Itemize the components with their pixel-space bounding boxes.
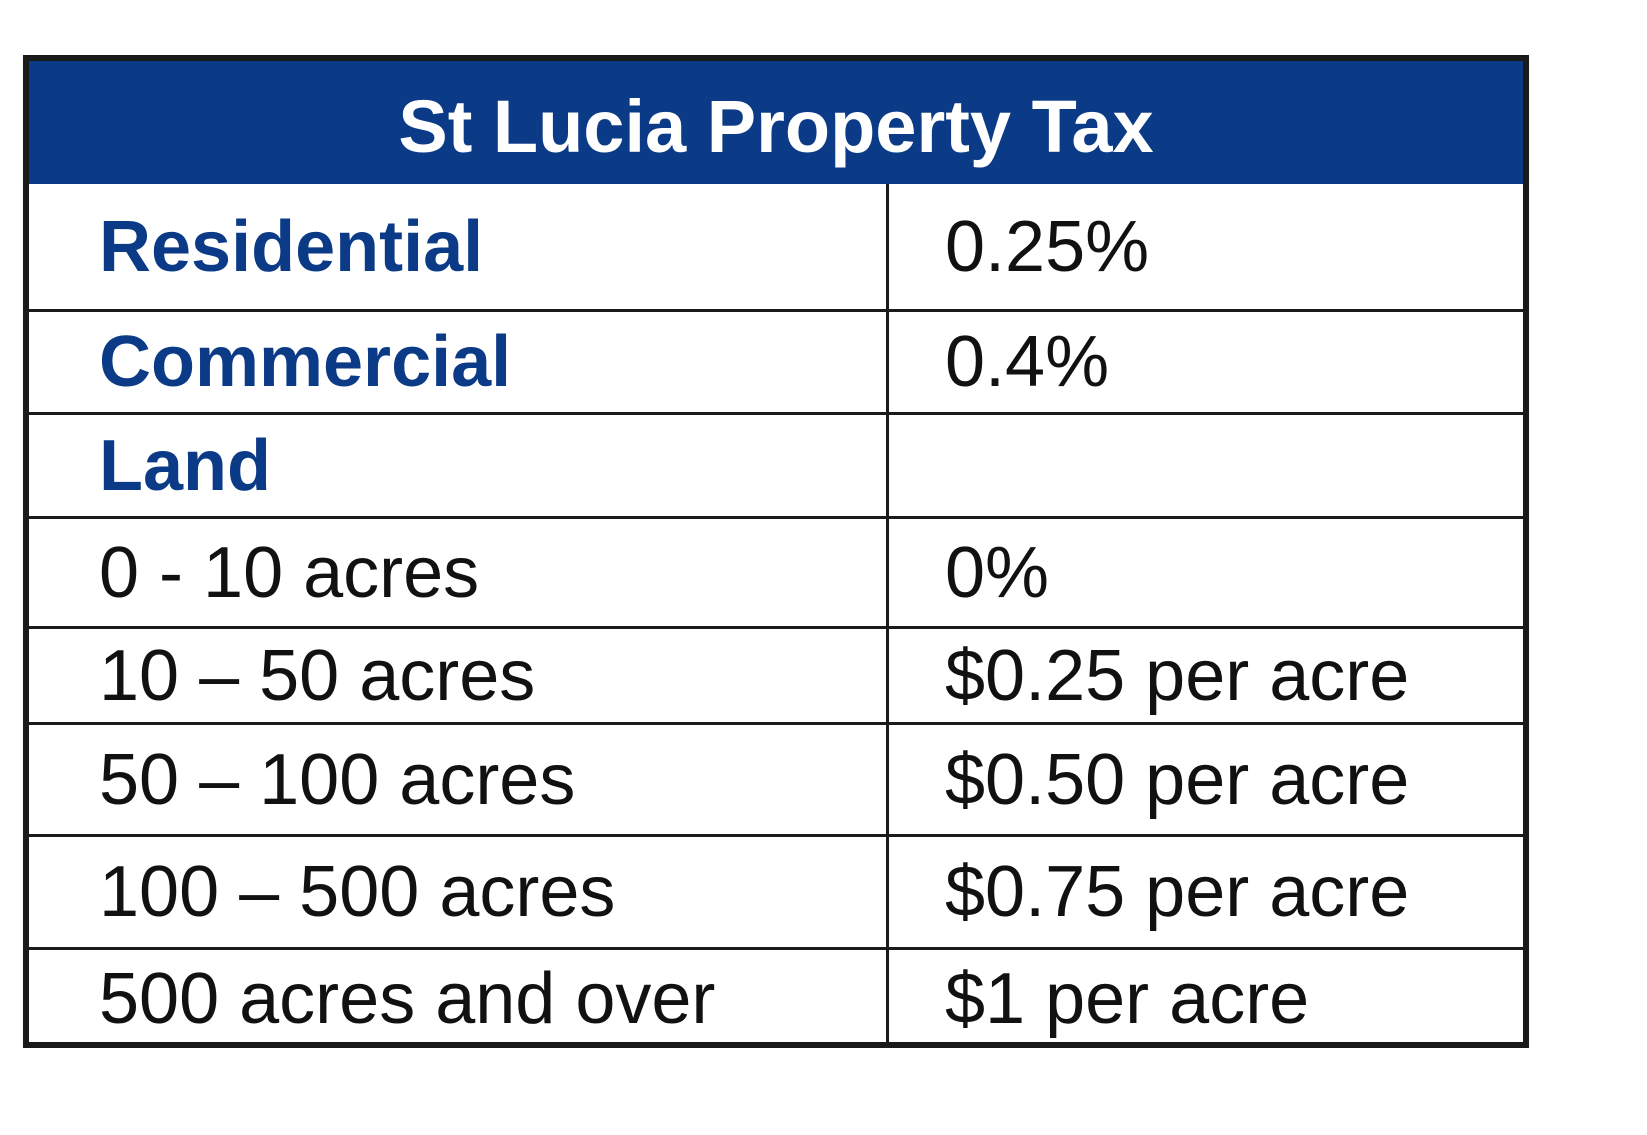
row-label: 0 - 10 acres	[99, 532, 480, 613]
row-label: 100 – 500 acres	[99, 852, 616, 932]
property-tax-table: St Lucia Property Tax Residential 0.25% …	[23, 55, 1529, 1048]
row-value: $0.50 per acre	[945, 739, 1410, 820]
row-label: Land	[99, 425, 271, 506]
row-label: Commercial	[99, 322, 512, 402]
row-label: Residential	[99, 206, 484, 287]
row-value: $0.25 per acre	[945, 635, 1410, 716]
row-value: 0%	[945, 532, 1050, 613]
table-row-commercial: Commercial 0.4%	[29, 309, 1523, 412]
table-row-500-acres-and-over: 500 acres and over $1 per acre	[29, 947, 1523, 1048]
table-row-10-50-acres: 10 – 50 acres $0.25 per acre	[29, 626, 1523, 722]
column-divider	[886, 184, 889, 1042]
row-value: $0.75 per acre	[945, 852, 1410, 932]
table-row-100-500-acres: 100 – 500 acres $0.75 per acre	[29, 834, 1523, 947]
table-row-0-10-acres: 0 - 10 acres 0%	[29, 516, 1523, 626]
row-value: 0.4%	[945, 322, 1110, 402]
table-row-residential: Residential 0.25%	[29, 184, 1523, 309]
table-row-land: Land	[29, 412, 1523, 516]
row-value: $1 per acre	[945, 959, 1310, 1039]
table-title-bar: St Lucia Property Tax	[29, 61, 1523, 184]
row-label: 500 acres and over	[99, 959, 716, 1039]
row-label: 10 – 50 acres	[99, 635, 536, 716]
table-row-50-100-acres: 50 – 100 acres $0.50 per acre	[29, 722, 1523, 834]
row-value: 0.25%	[945, 206, 1150, 287]
row-label: 50 – 100 acres	[99, 739, 576, 820]
table-title: St Lucia Property Tax	[398, 84, 1154, 168]
